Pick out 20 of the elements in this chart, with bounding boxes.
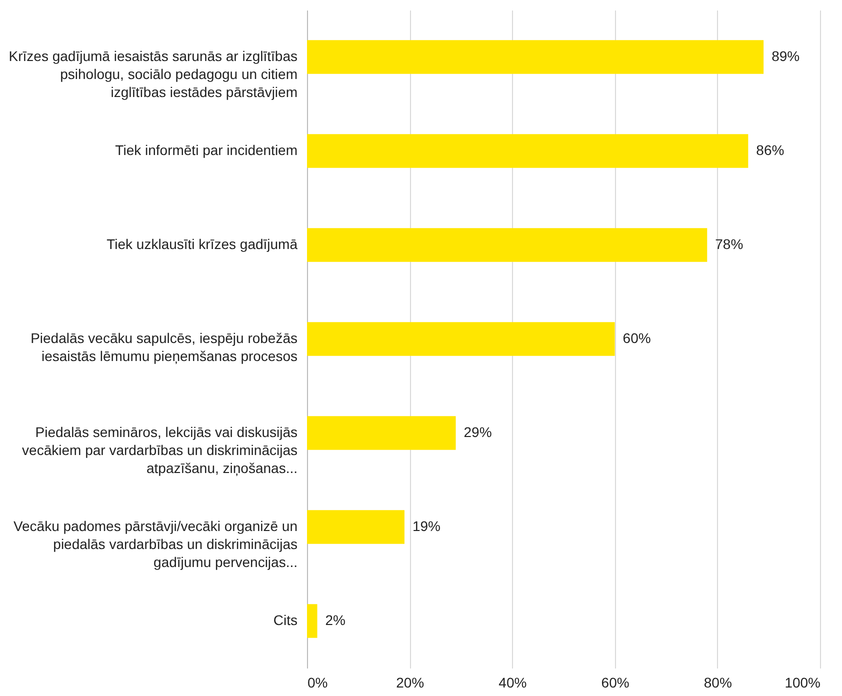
y-tick-label: Tiek uzklausīti krīzes gadījumā [106,236,298,252]
data-label: 60% [622,330,651,346]
data-label: 2% [325,612,346,628]
data-label: 19% [412,518,440,534]
y-tick-label: Cits [273,612,298,628]
x-tick-label: 60% [601,674,630,690]
data-label: 86% [756,142,784,158]
data-label: 29% [464,424,492,440]
x-tick-label: 40% [498,674,527,690]
x-tick-label: 80% [704,674,732,690]
data-label: 78% [715,236,744,252]
x-tick-label: 0% [308,674,328,690]
data-label: 89% [772,48,800,64]
y-tick-label: Piedalās semināros, lekcijās vai diskusijās vecākiem par vardarbības un diskriminācijas atpazīšanu, ziņošanas... [22,424,298,476]
y-tick-label: Tiek informēti par incidentiem [115,142,298,158]
y-tick-label: Piedalās vecāku sapulcēs, iespēju robežās iesaistās lēmumu pieņemšanas procesos [30,330,298,364]
y-tick-label: Vecāku padomes pārstāvji/vecāki organizē un piedalās vardarbības un diskriminācijas gadījumu pervencijas... [13,518,298,570]
x-tick-label: 100% [784,674,820,690]
y-tick-label: Krīzes gadījumā iesaistās sarunās ar izglītības psihologu, sociālo pedagogu un citiem izglītības iestādes pārstāvjiem [8,48,298,100]
x-tick-label: 20% [396,674,424,690]
